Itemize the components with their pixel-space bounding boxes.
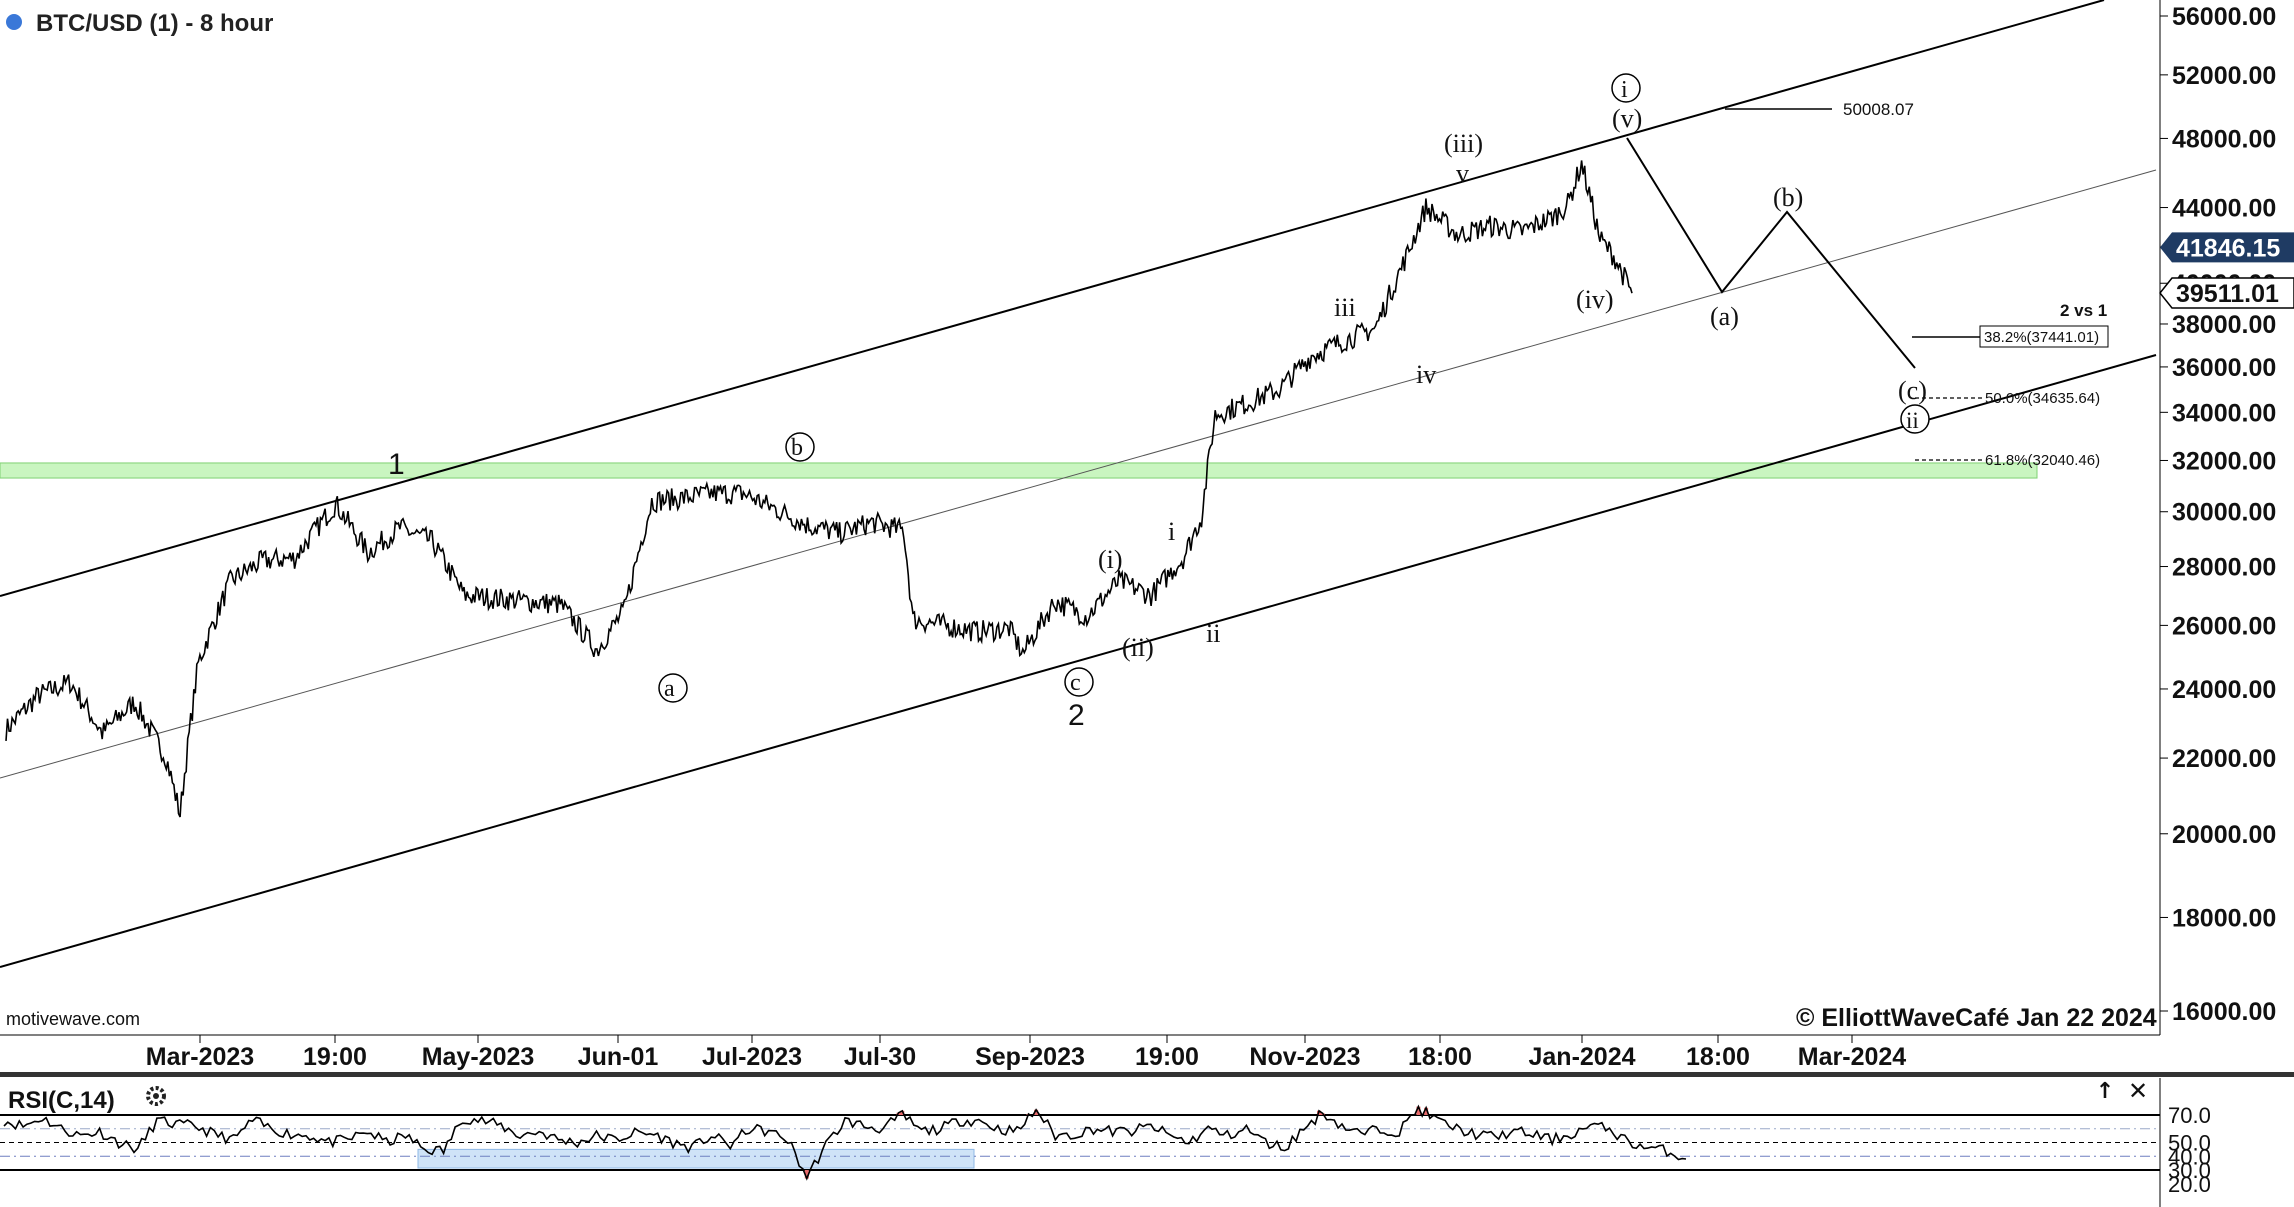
rsi-tick-label: 70.0 [2168,1103,2211,1128]
wave-label-(i): (i) [1098,545,1123,574]
rsi-tick-label: 20.0 [2168,1172,2211,1197]
svg-text:b: b [791,435,803,461]
source-label: motivewave.com [6,1009,140,1029]
price-tick-label: 32000.00 [2172,447,2276,475]
wave-label-circled-ii: ii [1900,404,1930,434]
wave-label-circled-a: a [658,673,688,703]
rsi-label: RSI(C,14) [8,1087,115,1114]
fib-label-382: 38.2%(37441.01) [1984,329,2099,346]
wave-label-ii: ii [1206,619,1220,648]
time-tick-label: 18:00 [1408,1043,1472,1071]
fib-label-500: 50.0%(34635.64) [1985,390,2100,407]
scenario-annotation: 2 vs 1 [2060,301,2107,320]
price-tick-label: 28000.00 [2172,554,2276,582]
copyright-label: © ElliottWaveCafé Jan 22 2024 [1796,1004,2157,1032]
wave-label-2: 2 [1068,699,1085,732]
price-tick-label: 48000.00 [2172,125,2276,153]
wave-label-v: v [1456,159,1469,188]
wave-label-(a): (a) [1710,302,1739,331]
wave-labels: 1 2 (i) (ii) i ii iii iv v (iii) (iv) (v… [388,73,1930,732]
chart-title: BTC/USD (1) - 8 hour [36,10,273,37]
svg-text:a: a [664,676,675,702]
price-series [5,160,1633,818]
wave-label-(iii): (iii) [1444,129,1483,158]
price-tick-label: 20000.00 [2172,821,2276,849]
rsi-tick-label: 40.0 [2168,1144,2211,1169]
price-tick-label: 52000.00 [2172,62,2276,90]
time-tick-label: Jul-30 [844,1043,916,1071]
price-tick-label: 18000.00 [2172,904,2276,932]
time-tick-label: Nov-2023 [1249,1043,1360,1071]
channel-upper-line [0,0,2105,597]
symbol-dot-icon [6,14,22,30]
time-tick-label: 19:00 [1135,1043,1199,1071]
price-tick-label: 36000.00 [2172,354,2276,382]
price-tick-label: 44000.00 [2172,195,2276,223]
price-tag-current: 41846.15 [2160,232,2294,263]
price-axis[interactable]: 56000.0052000.0048000.0044000.0040000.00… [2160,3,2276,1026]
channel-middle-line [0,169,2157,779]
price-tick-label: 22000.00 [2172,745,2276,773]
wave-label-iii: iii [1334,293,1356,322]
price-tick-label: 56000.00 [2172,3,2276,31]
price-tag-last: 39511.01 [2159,277,2294,309]
rsi-tick-label: 50.0 [2168,1131,2211,1156]
wave-label-(c): (c) [1898,376,1927,405]
time-tick-label: Mar-2023 [146,1043,254,1071]
target-label-50008: 50008.07 [1843,100,1914,119]
price-tick-label: 24000.00 [2172,676,2276,704]
price-tick-label: 30000.00 [2172,499,2276,527]
support-zone [0,462,2038,479]
wave-label-(v): (v) [1612,104,1642,133]
price-tick-label: 34000.00 [2172,399,2276,427]
svg-text:39511.01: 39511.01 [2176,280,2279,308]
time-tick-label: Mar-2024 [1798,1043,1906,1071]
time-tick-label: Jan-2024 [1528,1043,1635,1071]
svg-text:ii: ii [1906,408,1919,433]
wave-label-circled-b: b [785,432,815,462]
pane-divider [0,1072,2294,1077]
projected-abc-path [1626,137,1916,369]
time-tick-label: 19:00 [303,1043,367,1071]
time-tick-label: 18:00 [1686,1043,1750,1071]
time-tick-label: Sep-2023 [975,1043,1085,1071]
time-tick-label: Jul-2023 [702,1043,802,1071]
channel-lower-line [0,354,2157,968]
price-line [5,160,1633,818]
wave-label-(iv): (iv) [1576,285,1614,314]
price-tick-label: 16000.00 [2172,998,2276,1026]
svg-text:41846.15: 41846.15 [2176,234,2280,262]
price-tick-label: 38000.00 [2172,311,2276,339]
wave-label-circled-i: i [1611,73,1641,103]
wave-label-circled-c: c [1064,667,1094,697]
wave-label-iv: iv [1416,360,1436,389]
fib-label-618: 61.8%(32040.46) [1985,452,2100,469]
wave-label-(b): (b) [1773,183,1803,212]
close-pane-icon[interactable]: ✕ [2128,1077,2148,1105]
maximize-pane-icon[interactable]: ↑ [2096,1079,2114,1104]
wave-label-i: i [1168,517,1175,546]
wave-label-1: 1 [388,448,405,481]
rsi-pane [0,1078,2161,1207]
time-axis[interactable]: Mar-2023 19:00 May-2023 Jun-01 Jul-2023 Jul-3… [146,1035,1906,1071]
wave-label-(ii): (ii) [1122,633,1154,662]
svg-text:c: c [1070,670,1081,696]
rsi-axis: 70.0 50.040.030.020.0 [2168,1103,2211,1197]
time-tick-label: Jun-01 [578,1043,659,1071]
gear-icon[interactable] [146,1086,166,1106]
rsi-tick-label: 30.0 [2168,1158,2211,1183]
fib-box-382 [1979,325,2109,348]
svg-text:i: i [1621,77,1628,103]
time-tick-label: May-2023 [422,1043,535,1071]
price-tick-label: 26000.00 [2172,612,2276,640]
rsi-line [3,1104,1687,1181]
rsi-blue-zone [417,1148,975,1169]
